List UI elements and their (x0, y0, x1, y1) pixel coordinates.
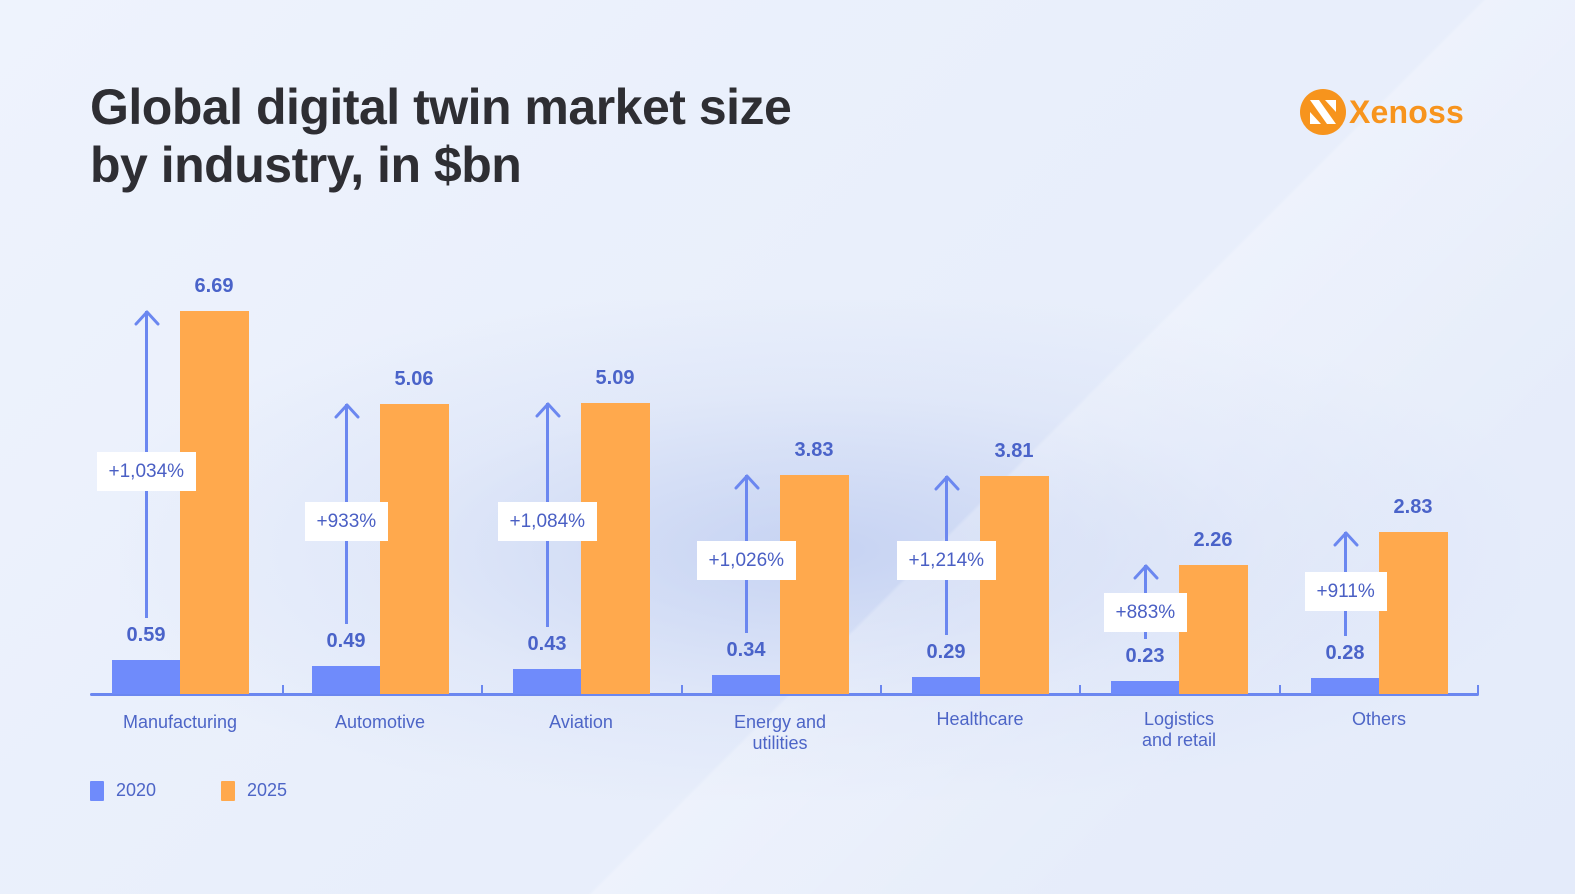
value-label-2025: 6.69 (194, 275, 234, 297)
value-label-2020: 0.43 (527, 633, 567, 655)
xenoss-logo-icon (1300, 89, 1346, 135)
axis-tick (481, 685, 483, 694)
category-label-line2: utilities (752, 733, 808, 753)
value-label-2025: 3.83 (794, 439, 834, 461)
growth-percent-badge: +883% (1103, 593, 1188, 632)
value-label-2020: 0.49 (326, 630, 366, 652)
arrow-up-icon (1133, 564, 1158, 580)
logo-text: Xenoss (1349, 93, 1465, 130)
arrow-up-icon (334, 403, 359, 419)
arrow-up-icon (734, 474, 759, 490)
legend-swatch-2025 (221, 780, 235, 801)
axis-tick (681, 685, 683, 694)
category-label-line2: and retail (1141, 730, 1217, 750)
category-label: Manufacturing (90, 712, 270, 733)
bar-2025 (581, 403, 650, 694)
bar-2025 (380, 404, 449, 694)
value-label-2020: 0.23 (1125, 645, 1165, 667)
category-label: Logistics and retail (1089, 709, 1269, 751)
arrow-up-icon (134, 310, 159, 326)
bar-2020 (513, 669, 581, 694)
category-label-line1: Others (1351, 709, 1407, 729)
axis-tick (282, 685, 284, 694)
category-label-line1: Healthcare (936, 709, 1024, 729)
value-label-2025: 5.09 (595, 367, 635, 389)
bar-2020 (912, 677, 980, 694)
category-label: Aviation (491, 712, 671, 733)
growth-percent-badge: +933% (304, 502, 389, 541)
bar-2020 (712, 675, 780, 694)
bar-2020 (1111, 681, 1179, 694)
bar-2020 (312, 666, 380, 694)
value-label-2025: 5.06 (394, 368, 434, 390)
value-label-2025: 3.81 (994, 440, 1034, 462)
growth-percent-badge: +1,026% (696, 541, 797, 580)
bar-2025 (180, 311, 249, 694)
legend-label-2020: 2020 (116, 780, 157, 800)
category-label-line1: Manufacturing (122, 712, 238, 732)
legend-item-2025: 2025 (221, 780, 287, 801)
bar-2020 (1311, 678, 1379, 694)
x-axis (90, 693, 1479, 696)
category-label: Energy and utilities (690, 712, 870, 754)
value-label-2020: 0.28 (1325, 642, 1365, 664)
bar-2025 (1379, 532, 1448, 694)
legend-swatch-2020 (90, 780, 104, 801)
growth-percent-badge: +1,084% (497, 502, 598, 541)
title-line-1: Global digital twin market size (90, 79, 792, 135)
category-label-line1: Aviation (549, 712, 613, 732)
bar-2020 (112, 660, 180, 694)
arrow-up-icon (934, 475, 959, 491)
title-line-2: by industry, in $bn (90, 137, 522, 193)
legend-label-2025: 2025 (247, 780, 288, 800)
value-label-2025: 2.83 (1393, 496, 1433, 518)
value-label-2020: 0.29 (926, 641, 966, 663)
legend-item-2020: 2020 (90, 780, 156, 801)
bar-2025 (1179, 565, 1248, 694)
growth-percent-badge: +1,034% (96, 452, 197, 491)
category-label-line1: Logistics (1143, 709, 1215, 729)
arrow-up-icon (1333, 531, 1358, 547)
category-label: Healthcare (890, 709, 1070, 730)
category-label-line1: Automotive (334, 712, 426, 732)
axis-tick (1279, 685, 1281, 694)
category-label: Others (1289, 709, 1469, 730)
bar-2025 (780, 475, 849, 694)
arrow-up-icon (535, 402, 560, 418)
value-label-2020: 0.59 (126, 624, 166, 646)
growth-percent-badge: +1,214% (896, 541, 997, 580)
axis-tick (1079, 685, 1081, 694)
brand-logo: Xenoss (1299, 88, 1464, 136)
category-label-line1: Energy and (733, 712, 827, 732)
growth-percent-badge: +911% (1304, 572, 1387, 611)
bar-2025 (980, 476, 1049, 694)
axis-tick (1477, 685, 1479, 694)
value-label-2020: 0.34 (726, 639, 766, 661)
value-label-2025: 2.26 (1193, 529, 1233, 551)
axis-tick (880, 685, 882, 694)
category-label: Automotive (290, 712, 470, 733)
page-title: Global digital twin market size by indus… (90, 78, 792, 194)
